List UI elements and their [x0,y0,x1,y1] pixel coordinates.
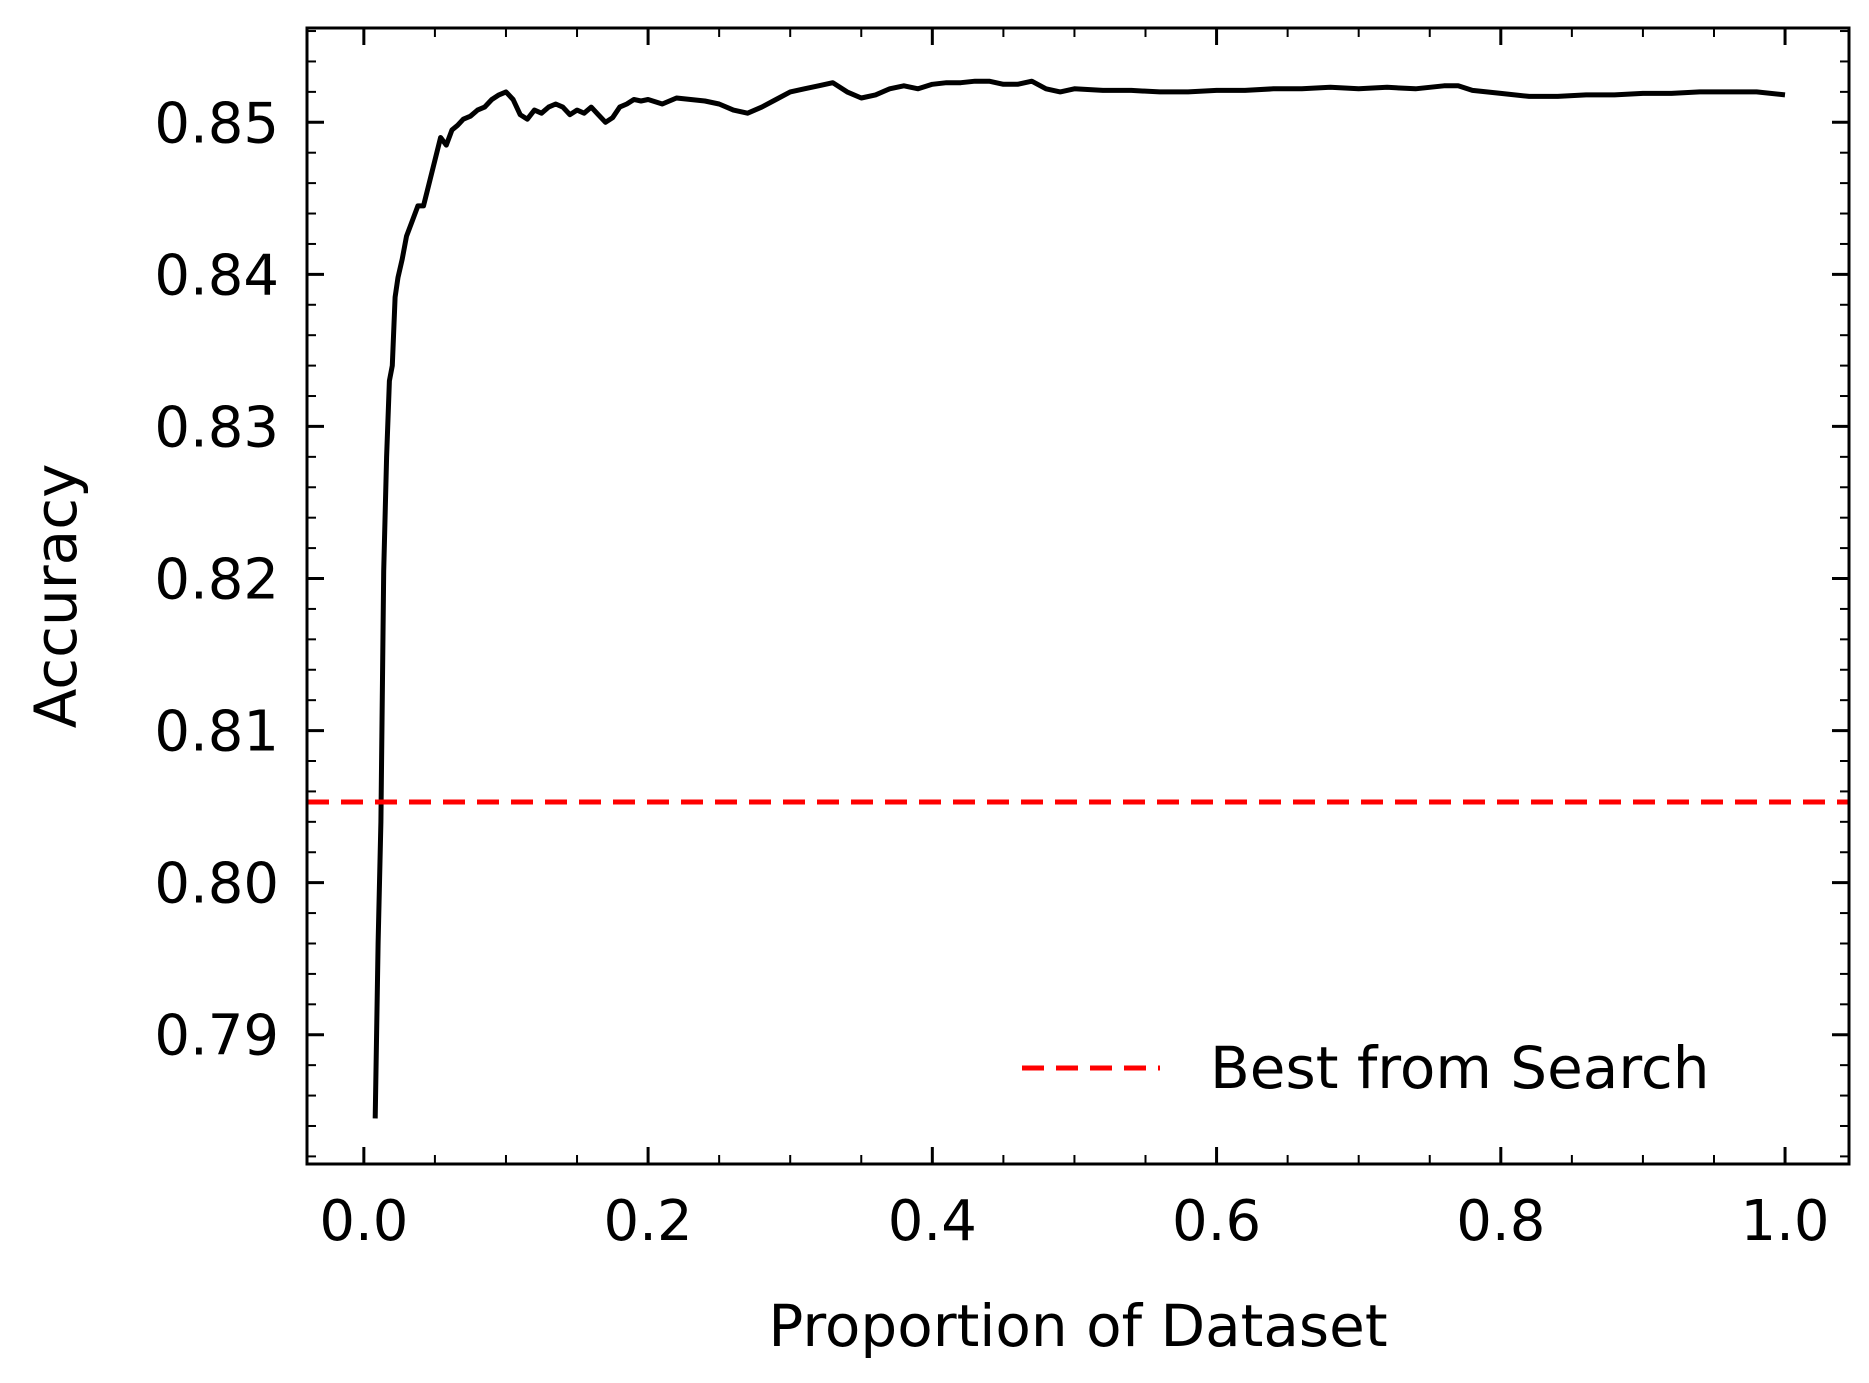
y-tick-label: 0.83 [154,395,279,460]
x-axis-label: Proportion of Dataset [768,1292,1387,1360]
y-axis-label: Accuracy [22,464,90,729]
x-tick-label: 0.8 [1456,1189,1545,1254]
legend: Best from Search [1022,1034,1710,1102]
plot-frame [305,26,1851,1166]
y-tick-label: 0.84 [154,243,279,308]
x-tick-label: 1.0 [1741,1189,1830,1254]
plot-data-layer [307,78,1849,1119]
y-tick-label: 0.79 [154,1004,279,1069]
y-tick-label: 0.85 [154,91,279,156]
y-tick-label: 0.82 [154,548,279,613]
x-tick-label: 0.4 [888,1189,977,1254]
x-tick-label: 0.6 [1172,1189,1261,1254]
legend-label-best-from-search: Best from Search [1210,1034,1710,1102]
accuracy-series-line [372,78,1786,1119]
tick-label-layer: 0.0 0.2 0.4 0.6 0.8 1.0 0.79 0.80 0.81 0.82 0.83 0.… [154,91,1829,1254]
x-tick-label: 0.2 [604,1189,693,1254]
x-tick-label: 0.0 [319,1189,408,1254]
y-tick-label: 0.80 [154,852,279,917]
y-tick-label: 0.81 [154,700,279,765]
